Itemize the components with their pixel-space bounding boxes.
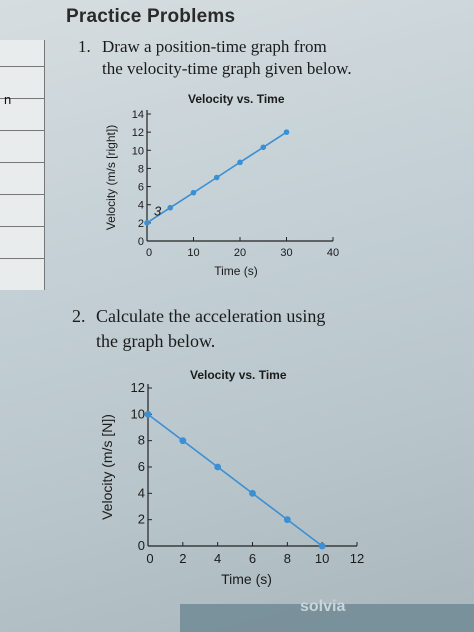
x-tick-label: 4 bbox=[214, 551, 221, 566]
x-tick-label: 40 bbox=[327, 247, 339, 259]
x-axis-label: Time (s) bbox=[221, 571, 272, 587]
x-tick-label: 8 bbox=[284, 551, 291, 566]
y-tick-label: 12 bbox=[132, 127, 144, 139]
page-edge-shadow bbox=[180, 604, 474, 632]
y-tick-label: 2 bbox=[138, 218, 144, 230]
x-tick-label: 30 bbox=[280, 247, 292, 259]
y-tick-label: 10 bbox=[131, 406, 145, 421]
problem-2: 2. Calculate the acceleration using the g… bbox=[72, 304, 412, 354]
data-point bbox=[249, 489, 256, 497]
y-tick-label: 12 bbox=[131, 380, 145, 395]
x-tick-label: 10 bbox=[187, 247, 199, 259]
data-point bbox=[167, 204, 174, 211]
y-tick-label: 0 bbox=[138, 236, 144, 248]
data-point bbox=[283, 129, 290, 135]
adjacent-page-text: n bbox=[4, 92, 12, 107]
table-rule bbox=[0, 226, 44, 227]
x-tick-label: 2 bbox=[179, 551, 186, 566]
y-tick-label: 0 bbox=[138, 538, 145, 553]
data-point bbox=[260, 144, 267, 151]
y-tick-label: 8 bbox=[138, 163, 144, 175]
table-rule bbox=[0, 66, 44, 67]
data-point bbox=[318, 542, 326, 550]
y-tick-label: 10 bbox=[132, 145, 144, 157]
x-tick-label: 20 bbox=[234, 247, 246, 259]
problem-text-line: the velocity-time graph given below. bbox=[102, 59, 352, 78]
watermark-text: solvia bbox=[300, 598, 346, 615]
data-point bbox=[214, 463, 222, 471]
y-tick-label: 2 bbox=[138, 512, 145, 527]
data-point bbox=[179, 437, 187, 445]
y-tick-label: 8 bbox=[138, 433, 145, 448]
problem-number: 1. bbox=[78, 37, 91, 56]
problem-text-line: the graph below. bbox=[96, 331, 216, 351]
x-axis-label: Time (s) bbox=[214, 264, 258, 278]
handwritten-annotation: 3 bbox=[154, 204, 162, 219]
y-tick-label: 4 bbox=[138, 485, 145, 500]
x-tick-label: 6 bbox=[249, 551, 256, 566]
table-rule bbox=[0, 194, 44, 195]
y-tick-label: 6 bbox=[138, 459, 145, 474]
x-tick-label: 0 bbox=[146, 551, 153, 566]
y-axis-label: Velocity (m/s [N]) bbox=[99, 414, 115, 520]
data-point bbox=[237, 159, 243, 166]
x-tick-label: 12 bbox=[350, 551, 364, 566]
y-tick-label: 4 bbox=[138, 200, 144, 212]
table-rule bbox=[0, 258, 44, 259]
series-line bbox=[147, 413, 323, 547]
data-point bbox=[144, 410, 152, 418]
table-rule bbox=[0, 98, 44, 99]
table-rule bbox=[0, 130, 44, 131]
chart-1-velocity-time: 0 2 4 6 8 10 12 14 0 10 20 30 40 Time (s) Velocity (m/… bbox=[104, 109, 339, 278]
adjacent-page-table: n bbox=[0, 40, 45, 290]
problem-text-line: Draw a position-time graph from bbox=[102, 37, 327, 56]
chart-2-title: Velocity vs. Time bbox=[190, 368, 287, 382]
x-tick-label: 0 bbox=[146, 247, 152, 259]
problem-1: 1. Draw a position-time graph from the ve… bbox=[78, 36, 408, 80]
y-tick-label: 6 bbox=[138, 182, 144, 194]
data-point bbox=[283, 516, 291, 524]
page-heading: Practice Problems bbox=[66, 6, 236, 27]
x-tick-label: 10 bbox=[315, 551, 329, 566]
y-axis-label: Velocity (m/s [right]) bbox=[104, 125, 118, 230]
data-point bbox=[190, 189, 197, 196]
data-point bbox=[213, 174, 220, 181]
chart-1-title: Velocity vs. Time bbox=[188, 92, 285, 106]
data-point bbox=[144, 220, 150, 226]
y-tick-label: 14 bbox=[132, 109, 144, 121]
problem-number: 2. bbox=[72, 306, 86, 326]
table-rule bbox=[0, 162, 44, 163]
problem-text-line: Calculate the acceleration using bbox=[96, 306, 326, 326]
